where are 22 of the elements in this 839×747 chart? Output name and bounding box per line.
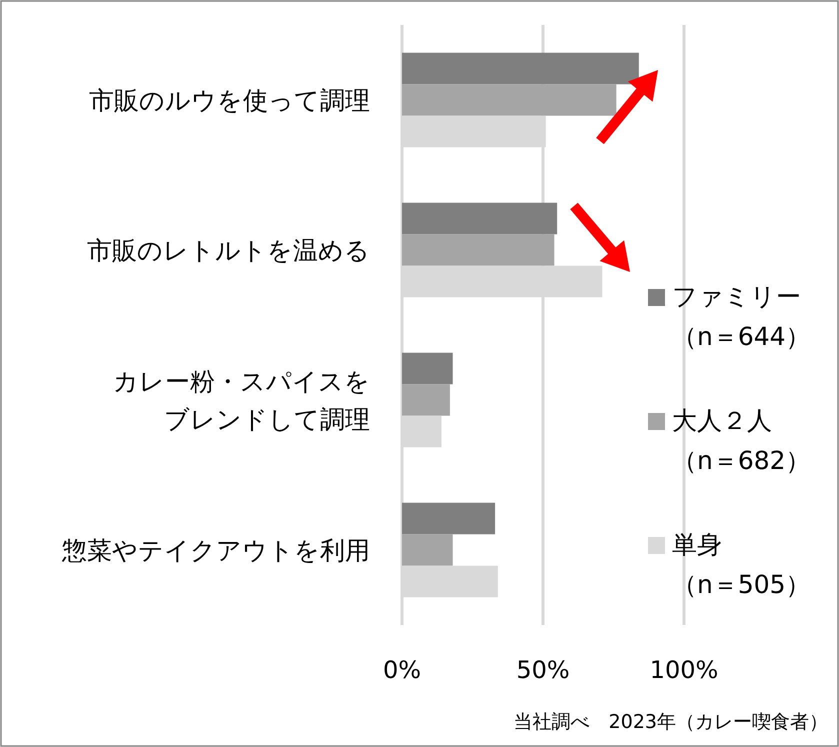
text: 当社調べ 2023年（カレー喫食者）	[514, 711, 828, 733]
bar	[402, 384, 450, 416]
bar	[402, 234, 554, 266]
bar	[402, 202, 558, 234]
y-tick-label: カレー粉・スパイスをブレンドして調理	[113, 367, 370, 434]
legend-label: 単身（n＝505）	[672, 530, 811, 599]
bar	[402, 566, 498, 598]
y-tick-label: 市販のレトルトを温める	[87, 236, 370, 265]
bar	[402, 534, 453, 566]
bar	[402, 416, 442, 448]
bar	[402, 52, 639, 84]
x-tick-label: 100%	[650, 656, 718, 684]
legend-label: ファミリー（n＝644）	[672, 282, 811, 351]
bar	[402, 502, 496, 534]
bar	[402, 352, 453, 384]
legend-label: 大人２人（n＝682）	[672, 406, 811, 475]
x-tick-label: 0%	[382, 656, 422, 684]
bar	[402, 266, 602, 298]
y-tick-label: 市販のルウを使って調理	[89, 86, 370, 115]
bar	[402, 116, 546, 148]
y-tick-label: 惣菜やテイクアウトを利用	[61, 536, 370, 565]
x-tick-label: 50%	[516, 656, 570, 684]
